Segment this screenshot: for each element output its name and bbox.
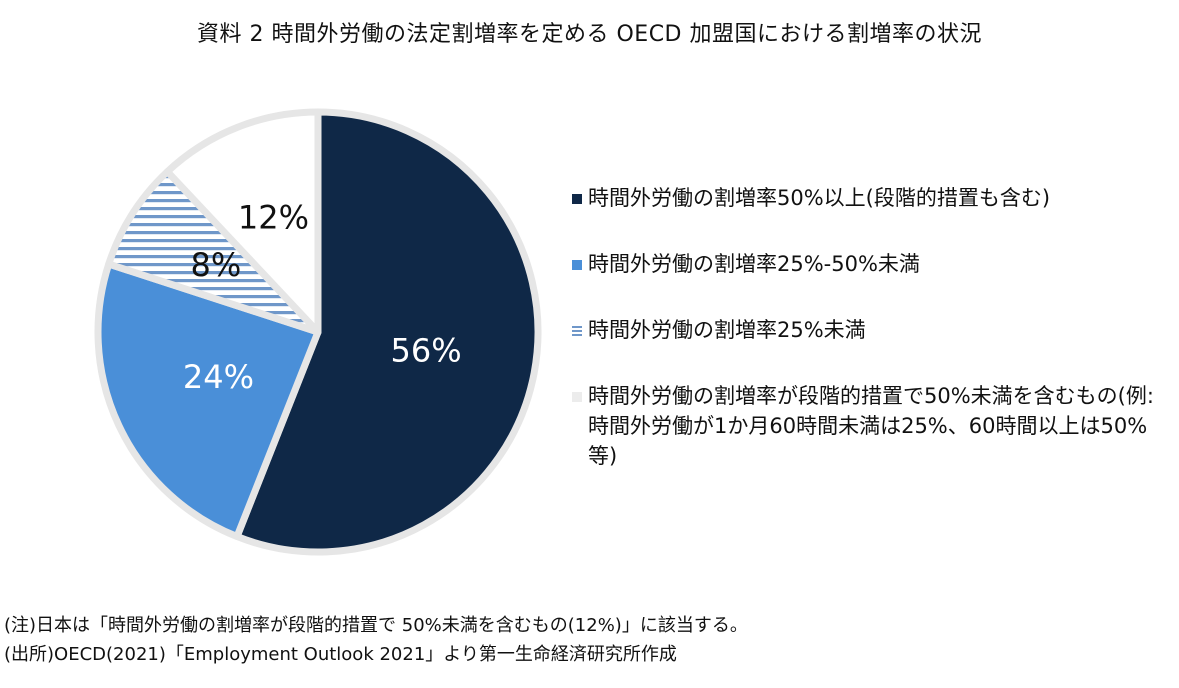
- note-text: (注)日本は「時間外労働の割増率が段階的措置で 50%未満を含むもの(12%)」…: [4, 615, 748, 636]
- pie-chart: 56% 24% 8% 12%: [94, 108, 542, 556]
- legend-swatch-blue: [572, 260, 582, 270]
- legend-item-50-plus: 時間外労働の割増率50%以上(段階的措置も含む): [572, 183, 1172, 213]
- legend-label: 時間外労働の割増率25%-50%未満: [588, 252, 920, 276]
- legend-swatch-light: [572, 392, 582, 402]
- pie-slice: [233, 108, 542, 556]
- pie-slice: [94, 260, 322, 541]
- slice-value-label: 8%: [190, 246, 241, 284]
- slice-value-label: 56%: [390, 332, 461, 370]
- source-text: (出所)OECD(2021)「Employment Outlook 2021」よ…: [4, 644, 677, 665]
- legend-label: 時間外労働の割増率50%以上(段階的措置も含む): [588, 186, 1051, 210]
- legend-label: 時間外労働の割増率が段階的措置で50%未満を含むもの(例:時間外労働が1か月60…: [588, 384, 1154, 468]
- legend-swatch-dark: [572, 194, 582, 204]
- legend: 時間外労働の割増率50%以上(段階的措置も含む) 時間外労働の割増率25%-50…: [572, 183, 1172, 507]
- legend-label: 時間外労働の割増率25%未満: [588, 318, 866, 342]
- slice-value-label: 24%: [183, 358, 254, 396]
- footnotes: (注)日本は「時間外労働の割増率が段階的措置で 50%未満を含むもの(12%)」…: [4, 611, 748, 669]
- legend-item-staged: 時間外労働の割増率が段階的措置で50%未満を含むもの(例:時間外労働が1か月60…: [572, 381, 1172, 471]
- slice-value-label: 12%: [238, 198, 309, 236]
- legend-swatch-striped: [572, 326, 582, 336]
- chart-title: 資料 2 時間外労働の法定割増率を定める OECD 加盟国における割増率の状況: [197, 22, 982, 47]
- legend-item-under-25: 時間外労働の割増率25%未満: [572, 315, 1172, 345]
- pie-slice: [163, 108, 322, 336]
- legend-item-25-50: 時間外労働の割増率25%-50%未満: [572, 249, 1172, 279]
